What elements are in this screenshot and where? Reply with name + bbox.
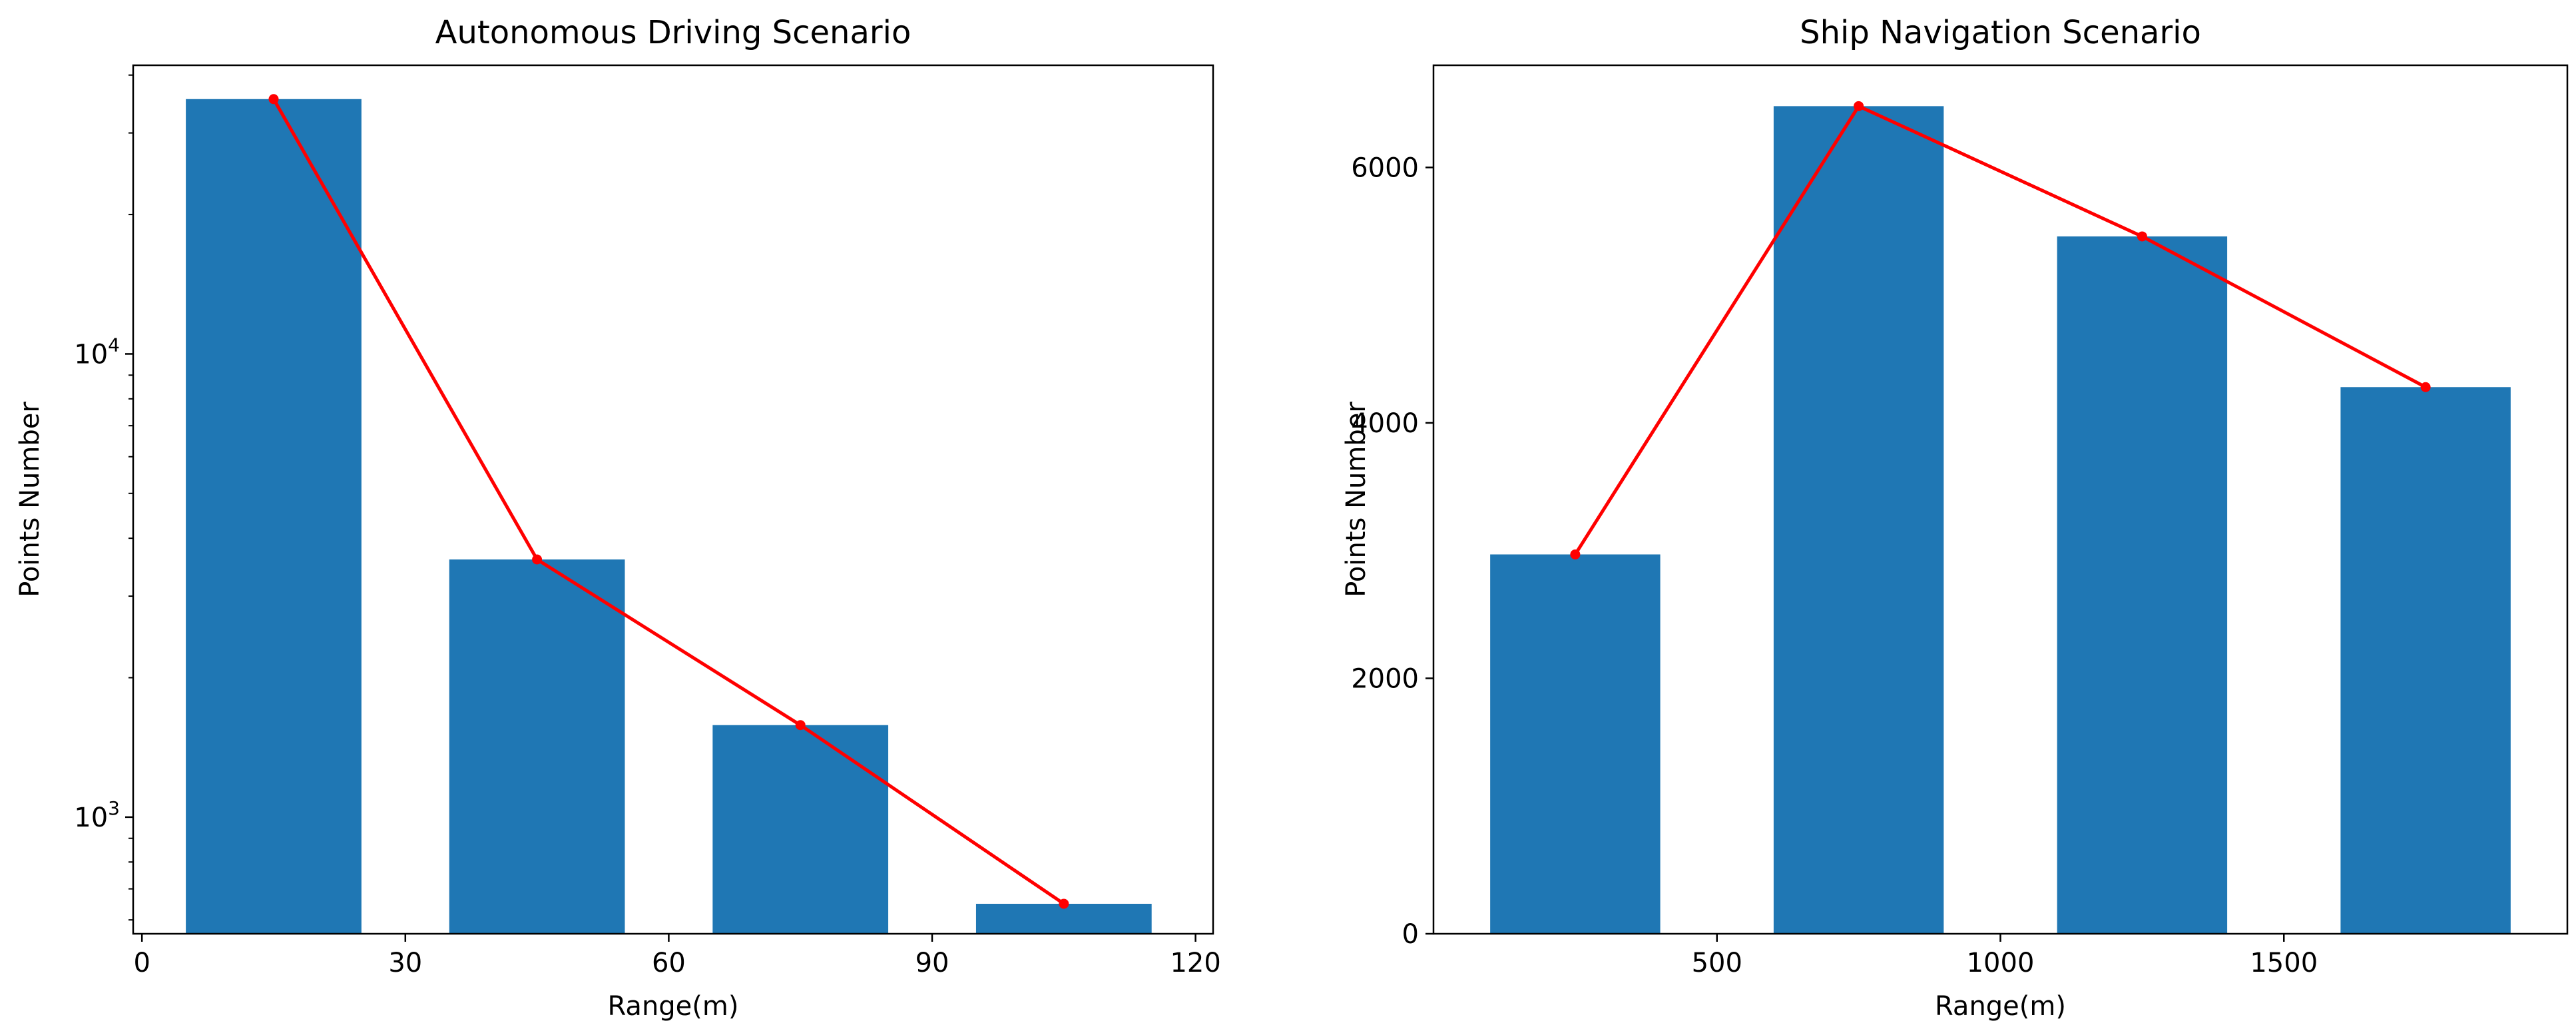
bar xyxy=(975,903,1152,934)
line-point xyxy=(268,94,279,105)
x-tick-label: 60 xyxy=(652,948,686,978)
x-tick-label: 0 xyxy=(133,948,150,978)
y-tick-label: 104 xyxy=(74,334,120,370)
y-tick-label-exponent: 4 xyxy=(108,334,120,356)
chart-ship-navigation: 500 1000 1500 0 2000 4000 6000 Ship Navigation … xyxy=(1341,14,2569,1022)
line-point xyxy=(795,720,806,731)
chart-title: Ship Navigation Scenario xyxy=(1800,14,2201,51)
trend-line xyxy=(1573,104,2427,555)
y-tick-label: 103 xyxy=(74,797,120,833)
bar xyxy=(1773,106,1944,934)
line-point xyxy=(2420,382,2431,392)
bar xyxy=(2057,236,2228,934)
y-axis-label: Points Number xyxy=(1341,402,1372,597)
chart-title: Autonomous Driving Scenario xyxy=(435,14,911,51)
line-point xyxy=(2137,231,2147,242)
y-tick-label: 4000 xyxy=(1351,408,1419,439)
y-tick-label-base: 10 xyxy=(74,339,108,370)
x-tick-label: 1500 xyxy=(2250,948,2318,978)
x-tick-label: 120 xyxy=(1170,948,1220,978)
plot-frame xyxy=(132,64,1214,935)
y-tick-label-base: 10 xyxy=(74,803,108,833)
trend-line xyxy=(272,98,1065,906)
bar xyxy=(449,559,625,934)
x-tick-label: 500 xyxy=(1692,948,1742,978)
x-tick-label: 30 xyxy=(388,948,422,978)
line-point xyxy=(1059,898,1069,909)
y-tick-label: 2000 xyxy=(1351,663,1419,694)
x-axis-label: Range(m) xyxy=(1935,991,2066,1022)
x-tick-label: 90 xyxy=(915,948,949,978)
y-tick-label: 6000 xyxy=(1351,153,1419,183)
line-point xyxy=(1570,549,1581,559)
y-axis-label: Points Number xyxy=(15,402,45,597)
bar xyxy=(2340,387,2511,934)
bar xyxy=(712,725,889,934)
line-point xyxy=(532,554,543,565)
bar xyxy=(186,99,362,934)
y-tick-label-exponent: 3 xyxy=(108,797,120,819)
x-axis-label: Range(m) xyxy=(608,991,739,1022)
x-tick-label: 1000 xyxy=(1967,948,2035,978)
y-tick-label: 0 xyxy=(1402,919,1419,950)
bar xyxy=(1490,554,1661,934)
line-point xyxy=(1854,101,1864,111)
